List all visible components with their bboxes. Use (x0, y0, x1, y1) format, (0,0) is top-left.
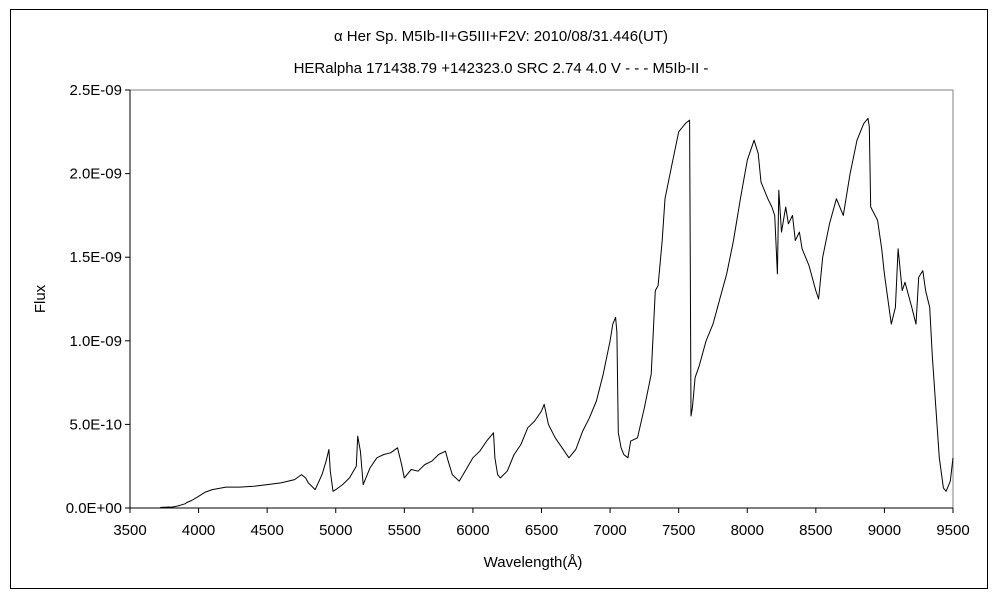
x-tick-label: 5500 (388, 522, 421, 539)
x-tick-label: 8500 (799, 522, 832, 539)
x-tick-label: 9500 (936, 522, 969, 539)
plot-area (129, 89, 954, 509)
y-axis-label: Flux (32, 284, 49, 313)
y-tick-label: 1.5E-09 (69, 249, 122, 266)
x-tick-label: 3500 (113, 522, 146, 539)
x-axis-label: Wavelength(Å) (484, 554, 583, 571)
chart-frame (10, 9, 988, 589)
y-axis: 0.0E+00 5.0E-10 1.0E-09 1.5E-09 2.0E-09 2.5E-… (66, 82, 131, 517)
chart-subtitle: HERalpha 171438.79 +142323.0 SRC 2.74 4.… (294, 60, 709, 77)
y-tick-label: 2.5E-09 (69, 82, 122, 99)
y-tick-label: 1.0E-09 (69, 333, 122, 350)
x-axis: 3500 4000 4500 5000 5500 6000 6500 7000 7500 8000… (113, 507, 970, 539)
x-tick-label: 9000 (868, 522, 901, 539)
x-tick-label: 5000 (319, 522, 352, 539)
x-tick-label: 4000 (182, 522, 215, 539)
x-tick-label: 7000 (593, 522, 626, 539)
x-tick-label: 8000 (731, 522, 764, 539)
y-tick-label: 5.0E-10 (69, 416, 122, 433)
x-tick-label: 4500 (250, 522, 283, 539)
y-tick-label: 0.0E+00 (66, 500, 122, 517)
y-tick-label: 2.0E-09 (69, 166, 122, 183)
series-group (160, 117, 954, 508)
spectrum-line (160, 117, 954, 508)
chart-title: α Her Sp. M5Ib-II+G5III+F2V: 2010/08/31.… (334, 28, 668, 45)
x-tick-label: 6000 (456, 522, 489, 539)
x-tick-label: 7500 (662, 522, 695, 539)
x-tick-label: 6500 (525, 522, 558, 539)
